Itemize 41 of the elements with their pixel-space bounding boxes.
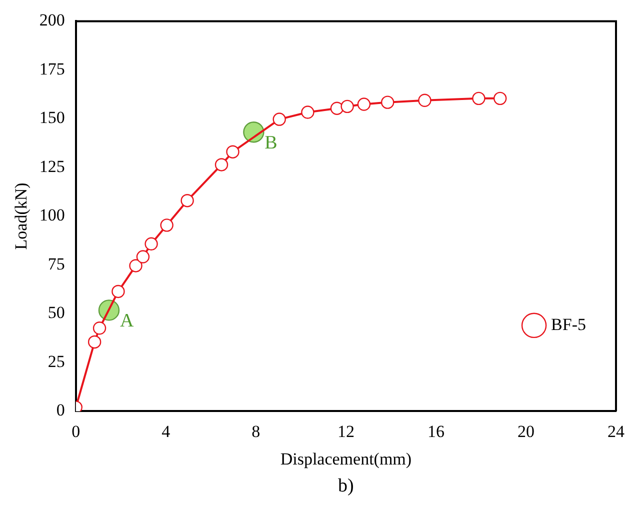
y-tick-label: 200 [39,10,65,30]
point [136,250,150,264]
y-tick-label: 100 [39,206,65,225]
point [88,335,102,349]
y-tick-label: 75 [48,254,65,274]
point [340,100,354,114]
x-tick-label: 20 [517,422,534,441]
point [92,322,106,335]
point [380,96,394,109]
point [180,194,194,208]
x-tick-label: 4 [162,422,171,441]
point [494,92,507,106]
x-tick-label: 24 [608,422,625,441]
point [330,102,344,115]
x-tick-label: 12 [337,422,354,441]
point [418,94,432,107]
point [357,98,371,111]
point [214,158,228,172]
y-tick-label: 175 [39,59,65,78]
y-tick-label: 0 [56,400,65,420]
annotation: B [264,132,278,154]
x-axis-title: Displacement(mm) [280,449,412,468]
x-tick-label: 0 [72,422,80,441]
x-tick-label: 16 [427,422,444,441]
y-axis-title: Load(kN) [12,182,31,250]
y-tick-label: 125 [39,156,65,176]
point [144,237,158,250]
point [272,112,286,126]
y-tick-label: 25 [48,352,65,371]
y-tick-label: 50 [48,303,65,322]
point [129,259,142,272]
point [472,92,486,106]
point [112,284,125,298]
point [160,218,174,232]
annotation: A [120,310,134,332]
point [226,145,240,158]
x-tick-label: 8 [252,422,260,441]
text: b) [338,475,354,496]
point [301,106,314,119]
legend-label: BF-5 [551,314,586,334]
y-tick-label: 150 [39,108,65,128]
